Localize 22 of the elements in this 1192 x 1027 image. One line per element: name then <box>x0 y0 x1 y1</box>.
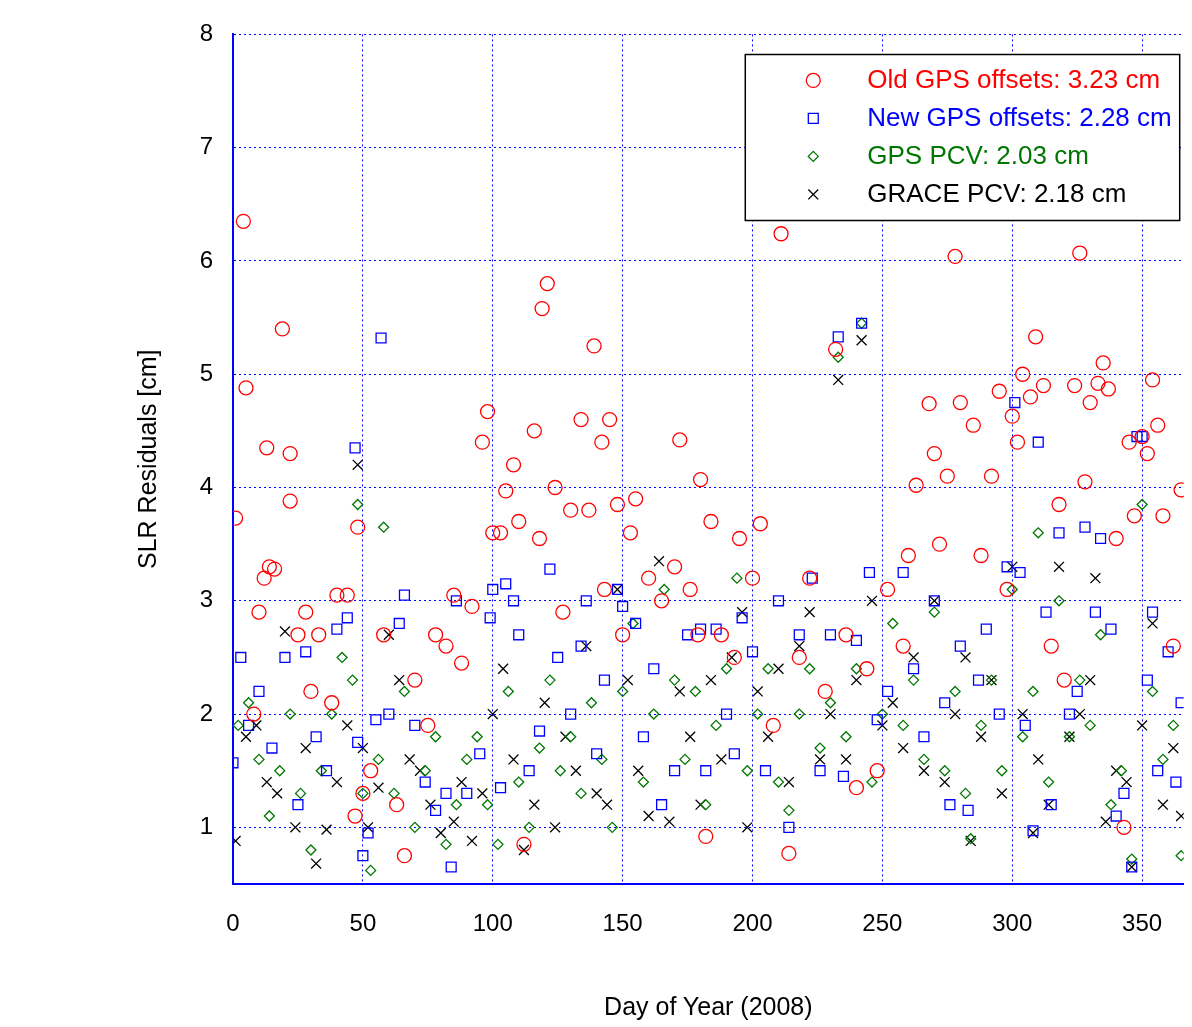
y-tick-label: 1 <box>199 811 213 839</box>
x-tick-label: 350 <box>1122 909 1163 937</box>
x-tick-label: 100 <box>472 909 513 937</box>
y-tick-label: 3 <box>199 585 213 613</box>
x-tick-label: 200 <box>732 909 773 937</box>
x-tick-label: 300 <box>992 909 1033 937</box>
x-tick-label: 250 <box>862 909 903 937</box>
y-tick-label: 4 <box>199 472 213 500</box>
y-tick-label: 7 <box>199 132 213 160</box>
y-tick-label: 6 <box>199 245 213 273</box>
x-tick-label: 50 <box>349 909 377 937</box>
x-tick-label: 150 <box>602 909 643 937</box>
legend-label: GPS PCV: 2.03 cm <box>867 139 1089 170</box>
y-tick-label: 8 <box>199 19 213 47</box>
legend-label: Old GPS offsets: 3.23 cm <box>867 63 1161 94</box>
y-tick-label: 2 <box>199 698 213 726</box>
legend-label: GRACE PCV: 2.18 cm <box>867 177 1127 208</box>
y-tick-label: 5 <box>199 358 213 386</box>
x-axis-title: Day of Year (2008) <box>604 991 813 1020</box>
x-tick-label: 0 <box>226 909 240 937</box>
y-axis-title: SLR Residuals [cm] <box>132 349 161 569</box>
legend-label: New GPS offsets: 2.28 cm <box>867 101 1172 132</box>
